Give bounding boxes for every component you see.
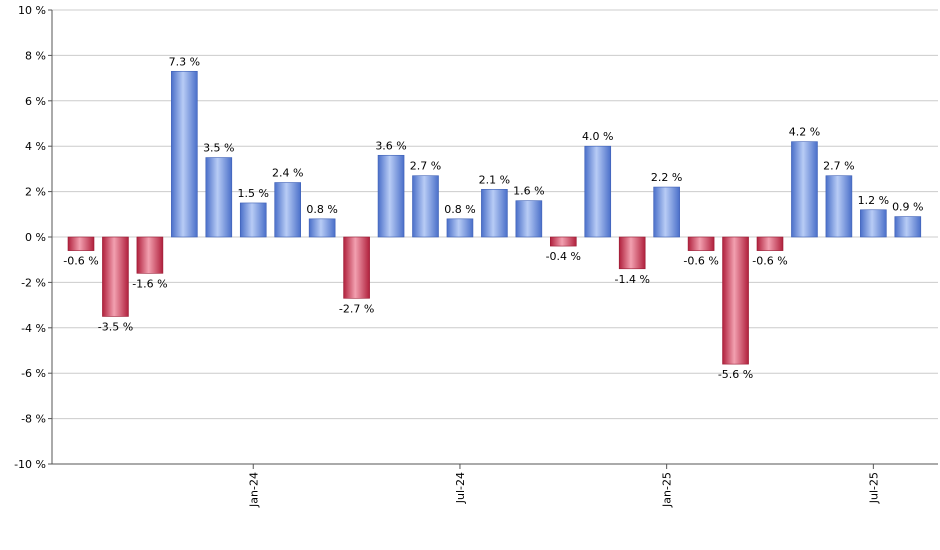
data-label: 2.7 % — [410, 160, 441, 173]
bar — [860, 209, 887, 238]
bar — [239, 202, 267, 238]
bar — [722, 236, 749, 365]
y-tick-label: 10 % — [18, 4, 46, 17]
y-tick-label: -6 % — [21, 367, 46, 380]
bar — [687, 236, 715, 251]
y-axis-ticks: -10 % -8 % -6 % -4 % -2 % 0 % 2 % 4 % 6 % 8 % 10 % — [14, 4, 52, 471]
data-label: 3.5 % — [203, 142, 234, 155]
bar — [274, 182, 302, 238]
data-label: 4.2 % — [789, 126, 820, 139]
data-label: 0.9 % — [892, 201, 923, 214]
y-tick-label: 4 % — [25, 140, 46, 153]
y-tick-label: -8 % — [21, 413, 46, 426]
data-label: -5.6 % — [718, 368, 753, 381]
data-labels: -0.6 % -3.5 % -1.6 % 7.3 % 3.5 % 1.5 %2.4 % 0.… — [63, 55, 923, 381]
bars — [67, 70, 922, 365]
data-label: 2.7 % — [823, 160, 854, 173]
data-label: 2.1 % — [479, 173, 510, 186]
bar — [136, 236, 164, 274]
x-tick-label: Jul-25 — [867, 472, 880, 504]
bar — [343, 236, 370, 299]
bar — [102, 236, 129, 317]
data-label: 3.6 % — [375, 139, 406, 152]
bar — [653, 186, 680, 238]
data-label: 2.2 % — [651, 171, 682, 184]
data-label: 4.0 % — [582, 130, 613, 143]
bar — [756, 236, 784, 251]
x-tick-label: Jan-25 — [661, 472, 674, 508]
bar — [825, 175, 853, 238]
data-label: 1.5 % — [238, 187, 269, 200]
data-label: 1.6 % — [513, 185, 544, 198]
data-label: -0.4 % — [546, 250, 581, 263]
bar — [67, 236, 95, 251]
bar — [515, 200, 543, 238]
bar — [481, 189, 508, 238]
data-label: 1.2 % — [858, 194, 889, 207]
bar — [446, 218, 474, 238]
data-label: -2.7 % — [339, 302, 374, 315]
y-tick-label: 0 % — [25, 231, 46, 244]
data-label: -3.5 % — [98, 320, 133, 333]
bar — [791, 141, 818, 238]
data-label: 2.4 % — [272, 167, 303, 180]
y-tick-label: 6 % — [25, 95, 46, 108]
x-axis-ticks: Jan-24 Jul-24 Jan-25 Jul-25 — [247, 464, 880, 508]
y-tick-label: -4 % — [21, 322, 46, 335]
bar — [549, 236, 577, 247]
data-label: -1.4 % — [614, 273, 649, 286]
bar — [377, 154, 405, 238]
bar — [308, 218, 336, 238]
bar — [205, 157, 233, 238]
bar — [412, 175, 439, 238]
bar — [618, 236, 646, 270]
y-tick-label: -2 % — [21, 276, 46, 289]
data-label: -0.6 % — [63, 255, 98, 268]
y-tick-label: 8 % — [25, 49, 46, 62]
data-label: 0.8 % — [444, 203, 475, 216]
x-tick-label: Jul-24 — [454, 472, 467, 504]
y-tick-label: 2 % — [25, 186, 46, 199]
data-label: -0.6 % — [683, 255, 718, 268]
bar — [171, 70, 198, 238]
axes — [51, 10, 938, 465]
data-label: -1.6 % — [132, 277, 167, 290]
x-tick-label: Jan-24 — [247, 472, 260, 508]
bar — [894, 216, 922, 238]
y-tick-label: -10 % — [14, 458, 46, 471]
data-label: 0.8 % — [306, 203, 337, 216]
data-label: -0.6 % — [752, 255, 787, 268]
data-label: 7.3 % — [169, 55, 200, 68]
bar — [584, 145, 612, 238]
